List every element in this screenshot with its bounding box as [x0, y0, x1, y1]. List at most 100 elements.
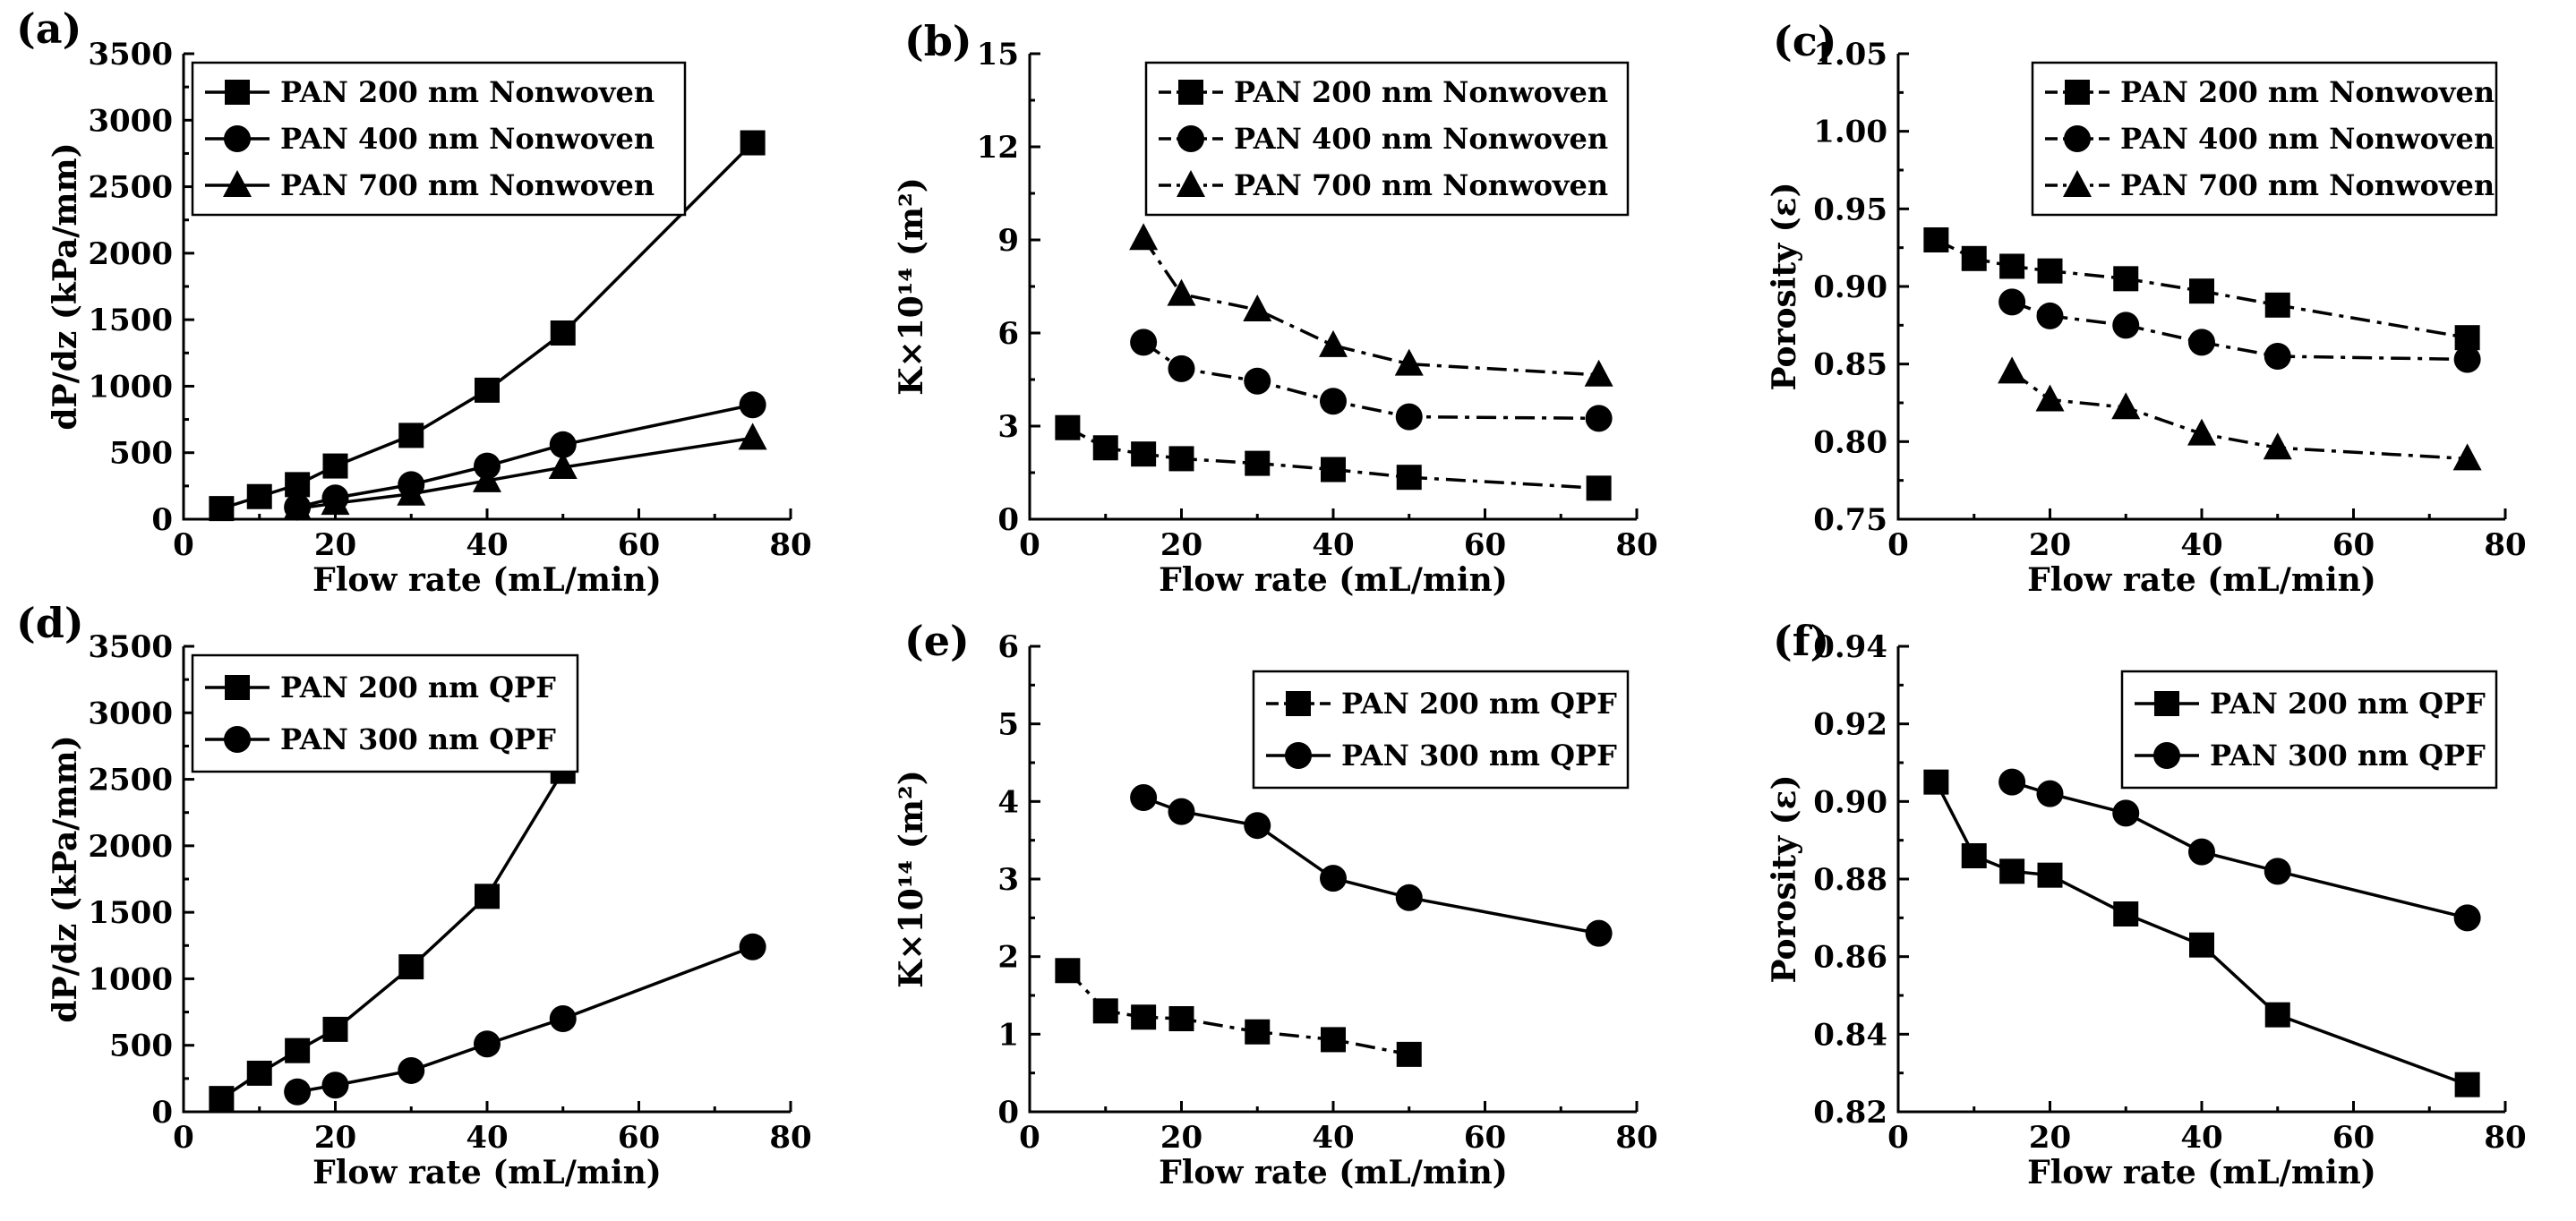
panel-4: 0 20 40 60 80 0 1 2 3 4 5 6 Flow rate (mL/min) K×10¹⁴…	[893, 617, 1658, 1191]
y-tick-label: 15	[977, 37, 1019, 73]
series-0	[1055, 958, 1422, 1067]
panel-label: (d)	[16, 599, 84, 647]
x-tick-label: 20	[2029, 527, 2071, 563]
series-1	[1998, 288, 2481, 373]
legend-label: PAN 300 nm QPF	[1341, 739, 1617, 773]
legend-marker	[1178, 80, 1203, 105]
x-tick-label: 0	[1019, 1120, 1040, 1156]
data-point	[2112, 312, 2140, 339]
data-point	[2187, 418, 2216, 446]
y-tick-label: 0	[997, 1095, 1019, 1131]
data-point	[738, 423, 767, 450]
x-tick-label: 60	[1464, 527, 1506, 563]
legend-marker	[1286, 691, 1311, 716]
legend-marker	[2064, 125, 2091, 152]
data-point	[1961, 245, 1987, 271]
data-point	[1131, 441, 1157, 467]
data-point	[1244, 367, 1271, 395]
data-point	[2188, 329, 2215, 356]
y-tick-label: 12	[977, 130, 1019, 166]
x-tick-label: 0	[1887, 527, 1909, 563]
legend: PAN 200 nm QPF PAN 300 nm QPF	[1252, 670, 1630, 790]
data-point	[739, 391, 766, 419]
legend: PAN 200 nm QPF PAN 300 nm QPF	[191, 653, 579, 773]
data-point	[398, 423, 424, 448]
legend-marker	[2065, 80, 2090, 105]
data-point	[1092, 435, 1118, 461]
data-point	[2111, 392, 2141, 420]
y-axis-title: Porosity (ε)	[1766, 182, 1803, 390]
legend: PAN 200 nm QPF PAN 300 nm QPF	[2120, 670, 2498, 790]
legend-marker	[2153, 742, 2180, 769]
x-tick-label: 80	[2484, 1120, 2526, 1156]
legend-box	[191, 653, 579, 773]
x-tick-label: 0	[1019, 527, 1040, 563]
y-axis-title: dP/dz (kPa/mm)	[47, 735, 84, 1022]
data-point	[1395, 884, 1423, 911]
data-point	[285, 472, 311, 498]
data-point	[1130, 329, 1158, 356]
panel-label: (e)	[904, 617, 970, 665]
series-line	[1143, 340, 1599, 421]
data-point	[2452, 443, 2482, 471]
legend-label: PAN 200 nm Nonwoven	[1234, 75, 1608, 109]
y-tick-label: 3000	[88, 103, 173, 139]
y-tick-label: 0.94	[1813, 629, 1887, 665]
x-axis-title: Flow rate (mL/min)	[1159, 1154, 1508, 1191]
series-0	[1923, 227, 2480, 351]
legend-label: PAN 200 nm QPF	[1341, 687, 1617, 721]
series-2	[1129, 223, 1613, 387]
x-axis-title: Flow rate (mL/min)	[312, 1154, 662, 1191]
data-point	[2037, 862, 2063, 888]
x-tick-label: 80	[1615, 527, 1657, 563]
data-point	[1396, 1041, 1422, 1067]
legend-box	[1144, 61, 1630, 217]
y-axis-title: K×10¹⁴ (m²)	[893, 770, 930, 988]
y-tick-label: 0	[151, 502, 173, 538]
data-point	[2264, 292, 2290, 318]
y-tick-label: 6	[997, 629, 1019, 665]
data-point	[2036, 302, 2064, 329]
series-line	[1066, 969, 1410, 1056]
data-point	[1394, 348, 1424, 376]
series-1	[1130, 784, 1613, 947]
legend-marker	[225, 80, 250, 105]
y-tick-label: 500	[109, 436, 173, 472]
data-point	[322, 453, 348, 479]
data-point	[740, 130, 766, 156]
y-tick-label: 0.82	[1813, 1095, 1887, 1131]
data-point	[1923, 769, 1949, 795]
legend-label: PAN 300 nm QPF	[280, 722, 556, 756]
data-point	[1055, 414, 1081, 440]
series-line	[2011, 300, 2468, 362]
data-point	[1245, 450, 1271, 476]
data-point	[473, 465, 501, 492]
y-tick-label: 1500	[88, 895, 173, 931]
y-tick-label: 4	[997, 784, 1019, 820]
data-point	[474, 1030, 501, 1058]
data-point	[1584, 359, 1613, 387]
series-1	[1130, 329, 1613, 432]
data-point	[209, 1086, 235, 1112]
data-point	[739, 933, 766, 961]
data-point	[1168, 354, 1195, 382]
data-point	[1131, 1004, 1157, 1030]
series-2	[1998, 356, 2482, 471]
data-point	[1320, 865, 1347, 892]
data-point	[1396, 465, 1422, 491]
x-tick-label: 60	[1464, 1120, 1506, 1156]
data-point	[1321, 457, 1346, 482]
y-tick-label: 3	[997, 862, 1019, 898]
y-axis-title: dP/dz (kPa/mm)	[47, 142, 84, 430]
legend-marker	[1285, 742, 1312, 769]
data-point	[1321, 1027, 1346, 1053]
legend-box	[191, 61, 687, 217]
x-tick-label: 20	[1160, 1120, 1202, 1156]
data-point	[550, 320, 576, 346]
y-tick-label: 3000	[88, 696, 173, 731]
data-point	[1585, 405, 1613, 432]
y-tick-label: 6	[997, 316, 1019, 352]
y-tick-label: 3500	[88, 629, 173, 665]
data-point	[283, 493, 312, 521]
y-tick-label: 1000	[88, 369, 173, 405]
